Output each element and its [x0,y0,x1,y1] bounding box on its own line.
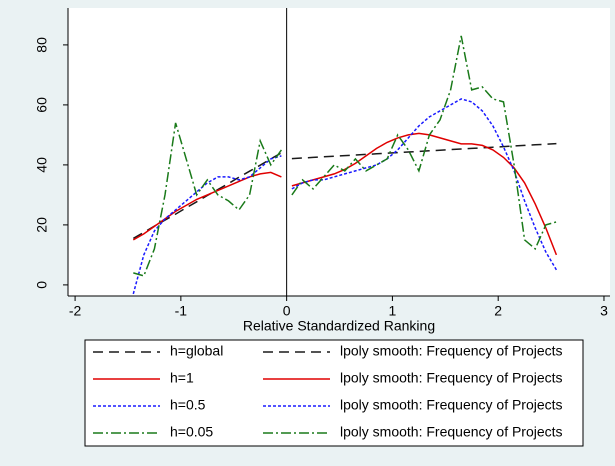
y-tick-label: 80 [34,37,50,53]
y-tick-label: 0 [34,281,50,289]
series-line [132,155,282,295]
x-tick-label: -1 [175,303,188,319]
legend-box [84,339,584,447]
legend-label: h=0.05 [170,424,213,440]
legend-label: h=global [170,343,223,359]
plot-area [68,8,610,296]
series-line [291,98,558,271]
y-tick-label: 40 [34,157,50,173]
y-tick-label: 60 [34,97,50,113]
x-tick-label: 2 [494,303,502,319]
x-tick-label: 1 [389,303,397,319]
x-tick-label: 3 [600,303,608,319]
legend-label: lpoly smooth: Frequency of Projects [340,343,563,359]
series-line [133,122,283,277]
x-axis-title: Relative Standardized Ranking [243,318,435,334]
series-line [132,171,282,241]
legend-label: h=1 [170,370,194,386]
x-tick-label: -2 [69,303,82,319]
y-tick-label: 20 [34,217,50,233]
legend-label: h=0.5 [170,397,206,413]
legend-label: lpoly smooth: Frequency of Projects [340,424,563,440]
legend-label: lpoly smooth: Frequency of Projects [340,397,563,413]
x-tick-label: 0 [283,303,291,319]
legend-label: lpoly smooth: Frequency of Projects [340,370,563,386]
series-line [291,35,557,251]
